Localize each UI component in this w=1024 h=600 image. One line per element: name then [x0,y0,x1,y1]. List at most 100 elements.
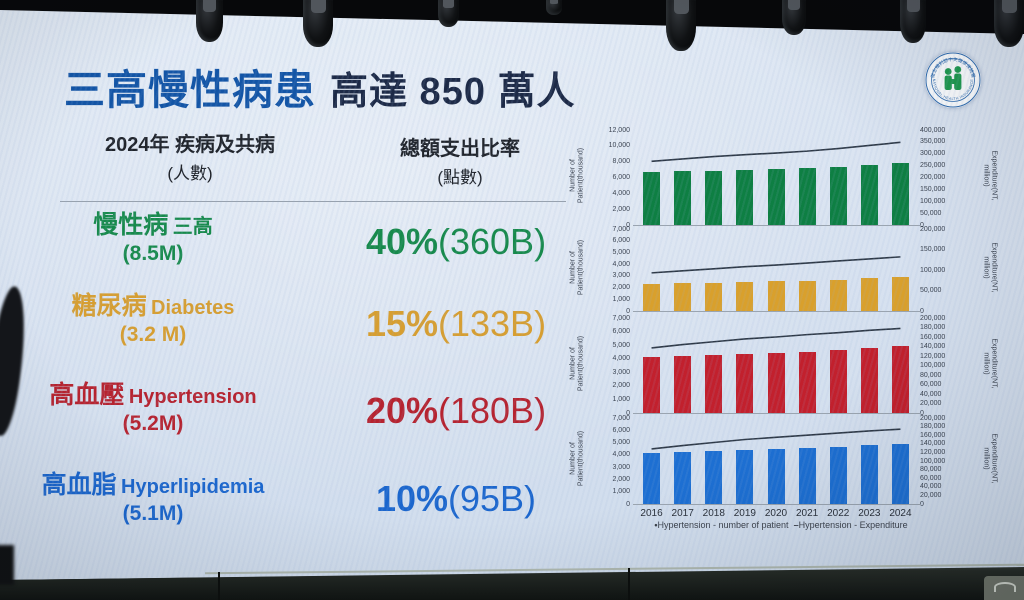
x-axis-year-label: 2018 [702,508,725,519]
foreground-silhouette [0,545,14,585]
chart-legend: •Hypertension - number of patient –Hyper… [596,520,966,530]
header-disease-line1: 2024年 疾病及共病 [104,134,276,156]
y-axis-tick-left: 8,000 [612,158,630,166]
column-header-expenditure: 總額支出比率 (點數) [378,132,542,188]
y-axis-tick-left: 1,000 [612,395,630,403]
y-axis-tick-left: 0 [626,409,630,417]
chart-bar [798,448,816,504]
legend-bar-marker: • [654,520,658,530]
chart-bar [674,283,692,311]
y-axis-tick-left: 10,000 [608,142,630,150]
y-axis-tick-right: 80,000 [920,371,942,379]
cable-icon [994,582,1016,592]
y-axis-tick-left: 3,000 [612,272,630,280]
y-axis-tick-right: 150,000 [920,185,946,193]
trend-line [651,327,901,349]
nhi-logo: 衛生福利部中央健康保險署 NATIONAL HEALTH INSURANCE [925,52,981,108]
y-axis-tick-right: 200,000 [920,314,946,322]
y-axis-label-right: Expenditure(NT, million) [983,337,998,389]
row-label-diabetes: 糖尿病 Diabetes (3.2 M) [22,291,284,349]
y-axis-tick-left: 7,000 [612,314,630,322]
value-amount: (133B) [438,303,547,344]
y-axis-tick-right: 60,000 [920,474,942,482]
x-axis-line [633,413,921,414]
chart-bar [674,356,692,413]
x-axis-year-label: 2023 [858,508,881,519]
y-axis-tick-left: 2,000 [612,205,630,213]
x-axis-line [633,311,921,312]
y-axis-tick-left: 3,000 [612,368,630,376]
chart-bar [891,277,909,311]
y-axis-tick-right: 80,000 [920,466,942,474]
value-percent: 10% [375,478,449,519]
chart-bar [860,278,878,311]
y-axis-tick-right: 40,000 [920,483,942,491]
y-axis-tick-right: 100,000 [920,197,946,205]
value-percent: 15% [365,303,438,344]
stage-light-icon [994,0,1024,47]
chart-bar [736,169,754,225]
y-axis-tick-right: 120,000 [920,448,946,456]
header-expenditure-line1: 總額支出比率 [400,138,520,160]
y-axis-tick-right: 50,000 [920,209,942,217]
value-amount: (360B) [438,221,547,262]
y-axis-tick-right: 180,000 [920,324,946,331]
y-axis-tick-right: 0 [920,307,924,315]
chart-bar [860,348,878,413]
chart-bar [736,353,754,413]
y-axis-tick-right: 20,000 [920,491,942,499]
y-axis-tick-left: 3,000 [612,463,630,471]
row-zh: 糖尿病 [71,292,147,320]
y-axis-tick-left: 4,000 [612,189,630,197]
chart-bar [767,281,785,311]
chart-bar [643,357,661,413]
chart-bar [767,352,785,413]
row-count: (5.2M) [122,412,184,436]
y-axis-tick-right: 150,000 [920,246,946,253]
y-axis-label-left: Number of Patient(thousand) [569,335,585,391]
stage-light-icon [196,0,223,42]
value-amount: (95B) [448,478,537,519]
y-axis-tick-left: 1,000 [612,295,630,303]
y-axis-tick-left: 6,000 [612,328,630,336]
row-en: Hyperlipidemia [121,476,265,498]
header-expenditure-line2: (點數) [437,168,483,187]
x-axis-year-label: 2017 [671,508,694,519]
y-axis-tick-right: 20,000 [920,400,942,407]
y-axis-tick-right: 400,000 [920,126,946,134]
y-axis-tick-left: 0 [626,307,630,315]
y-axis-tick-left: 4,000 [612,451,630,459]
y-axis-tick-right: 100,000 [920,266,946,274]
chart-bar [736,449,754,504]
stage-light-icon [303,0,333,47]
y-axis-tick-left: 5,000 [612,439,630,447]
y-axis-tick-right: 100,000 [920,457,946,465]
chart-bar [829,166,847,225]
slide-title: 三高慢性病患 高達 850 萬人 [64,56,576,116]
row-en: 三高 [172,216,213,238]
stage-light-icon [546,0,562,15]
y-axis-tick-right: 200,000 [920,174,946,181]
y-axis-tick-right: 0 [920,221,924,229]
header-separator [60,201,566,202]
y-axis-tick-right: 50,000 [920,287,942,294]
trend-line [651,428,901,450]
chart-bar [829,446,847,504]
row-zh: 高血脂 [41,471,117,499]
stage-light-icon [438,0,459,27]
chart-bar [891,345,909,413]
x-axis-year-label: 2024 [889,508,912,519]
chart-bar [891,163,909,225]
stage-light-icon [900,0,926,43]
row-value-hypertension: 20%(180B) [340,390,572,432]
chart-bar [705,170,723,225]
row-en: Diabetes [151,297,235,319]
chart-bar [860,165,878,225]
y-axis-tick-left: 4,000 [612,260,630,268]
trend-line [651,256,901,274]
slide-title-rest: 高達 850 萬人 [330,71,576,113]
x-axis-line [633,225,921,226]
header-disease-line2: (人數) [167,164,213,183]
